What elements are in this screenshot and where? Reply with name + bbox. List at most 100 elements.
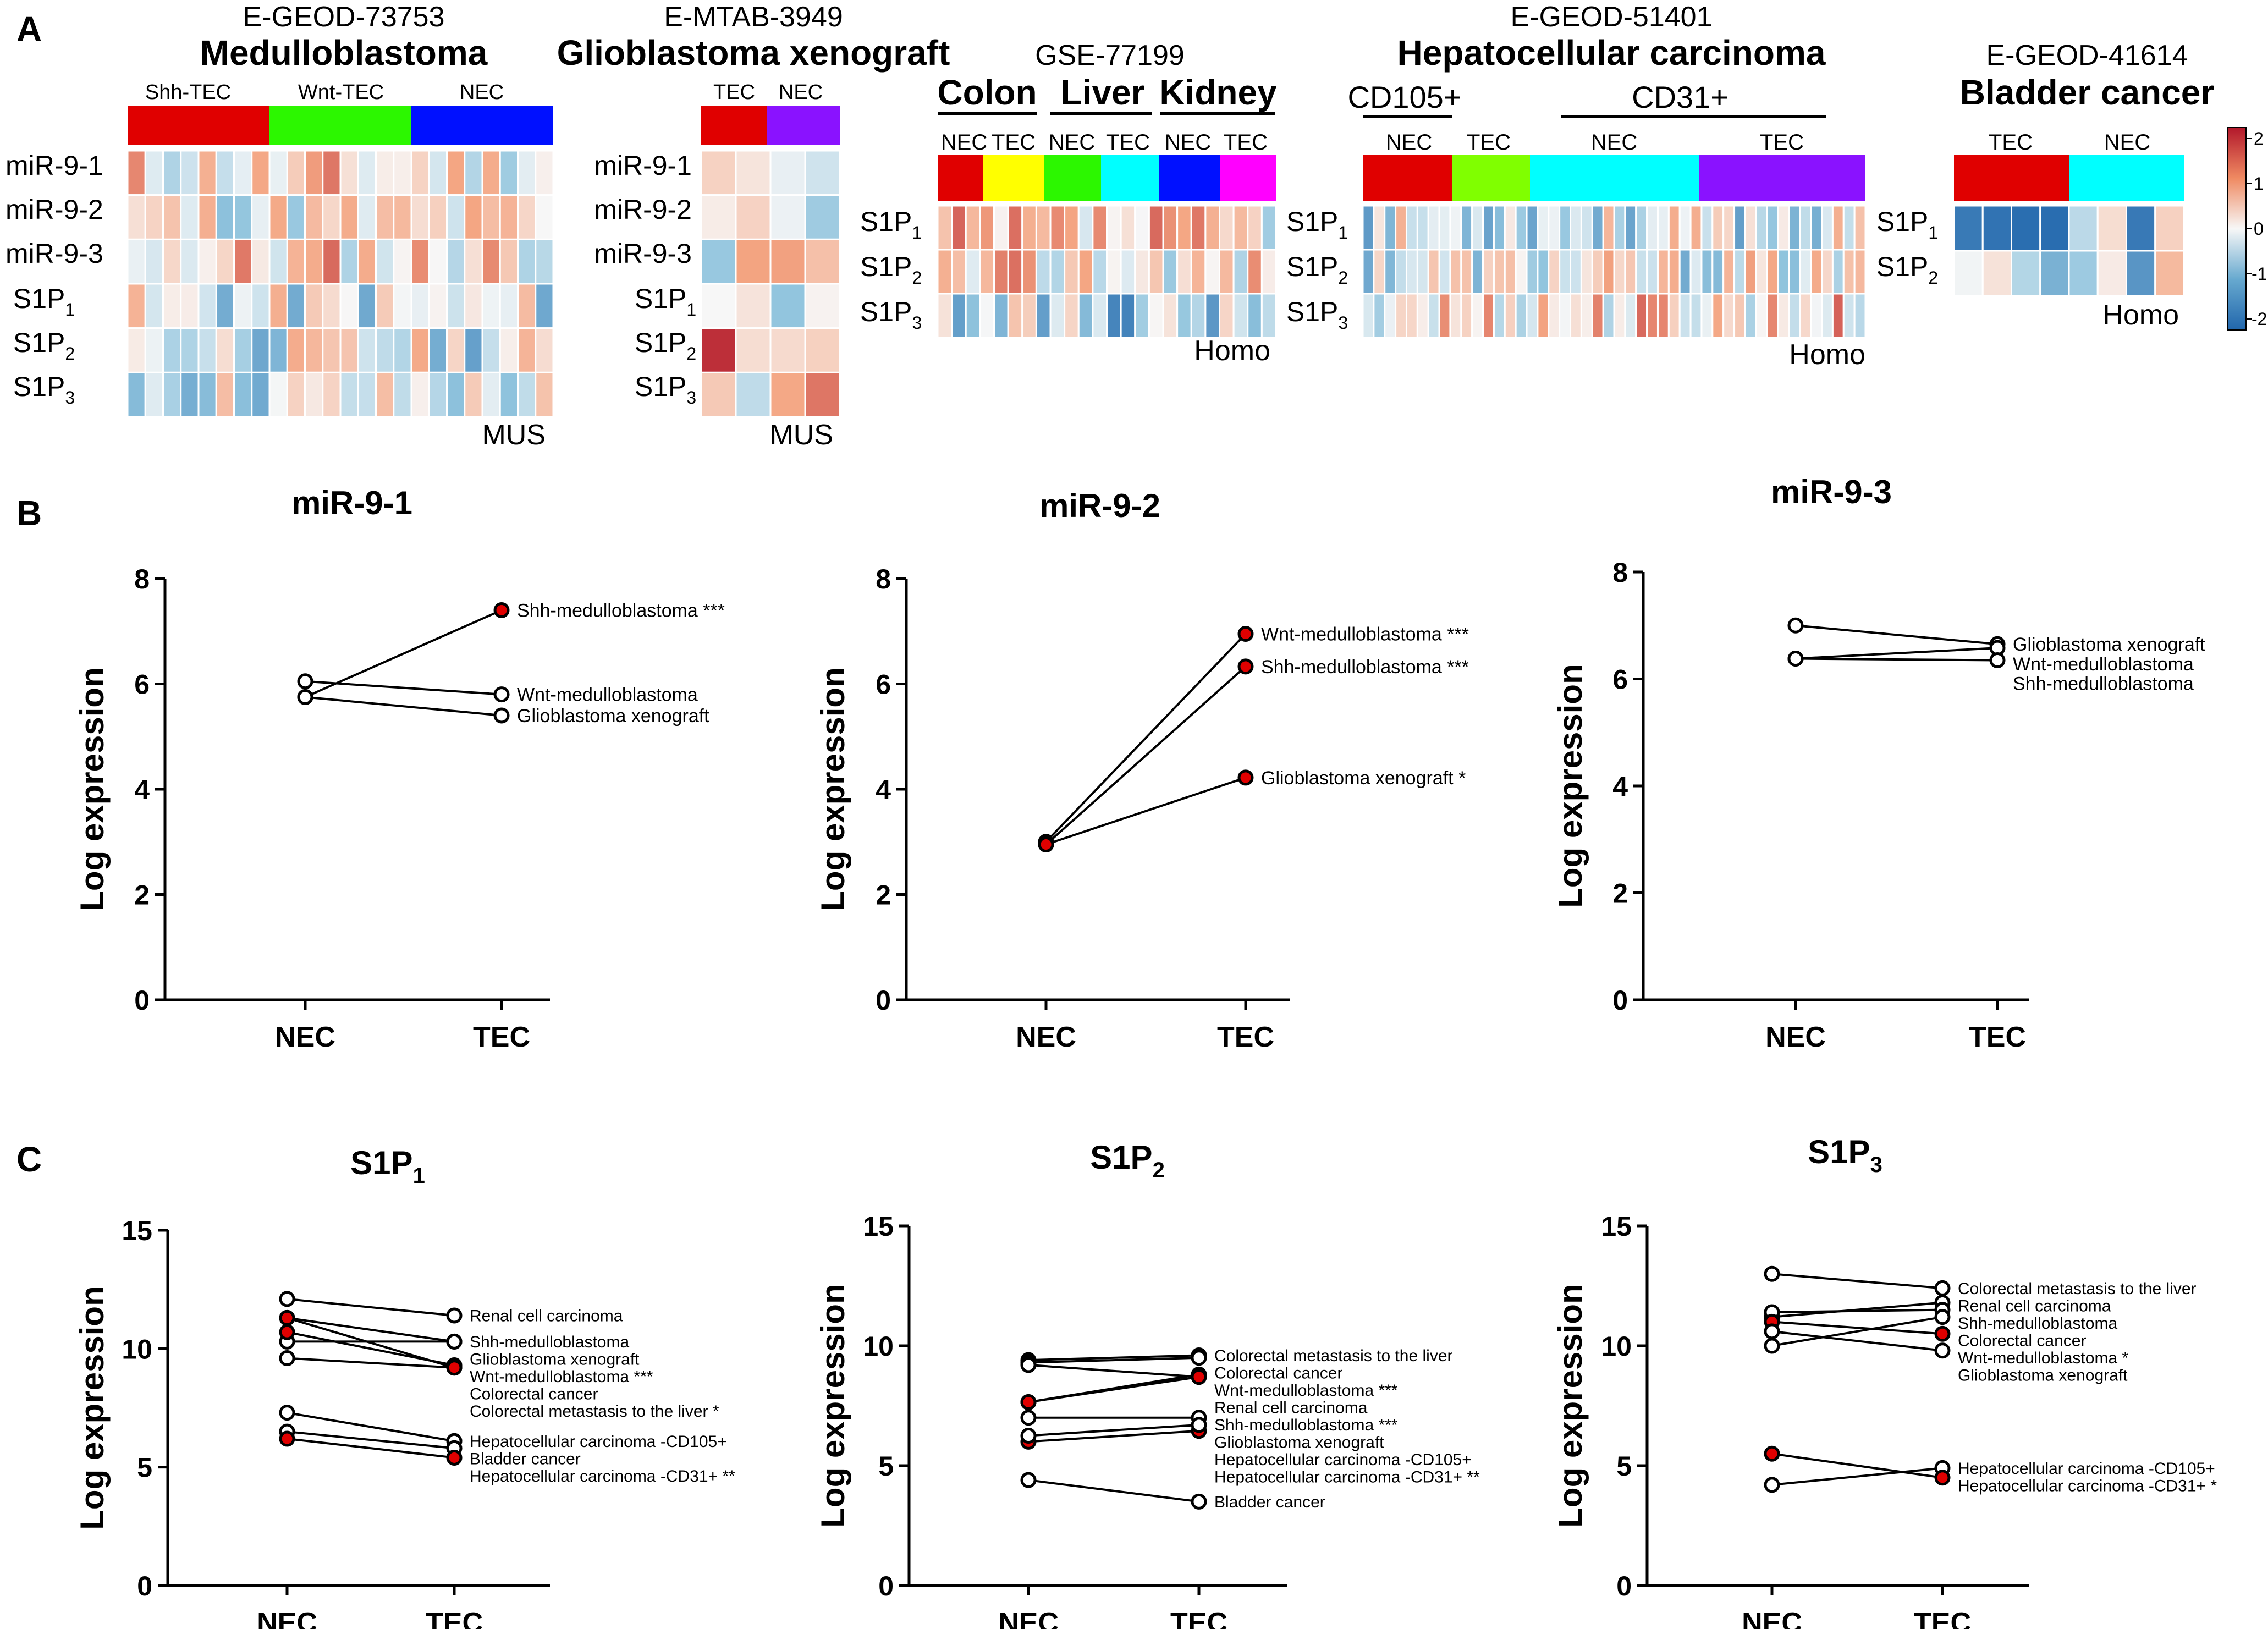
heatmap-cell [1035, 249, 1052, 295]
chart-mir-9-3: miR-9-3 0 2 4 6 8 NEC TEC Log expression Glioblas… [1552, 474, 2205, 1053]
x-tick-label: NEC [1742, 1607, 1802, 1629]
heatmap-cell [1777, 293, 1790, 339]
heatmap-cell [1788, 205, 1801, 251]
heatmap-cell [1580, 293, 1593, 339]
heatmap-cell [499, 150, 519, 196]
heatmap-cell [1416, 205, 1429, 251]
heatmap-cell [1438, 205, 1451, 251]
heatmap-cell [499, 371, 519, 418]
heatmap-cell [1755, 205, 1768, 251]
heatmap-cell [1504, 249, 1517, 295]
heatmap-cell [339, 283, 359, 329]
heatmap-cell [1162, 249, 1179, 295]
heatmap-cell [769, 150, 806, 196]
heatmap-cell [233, 194, 253, 240]
heatmap-cell [428, 327, 448, 373]
heatmap-cell [979, 249, 995, 295]
dataset-id: GSE-77199 [1035, 40, 1185, 71]
heatmap-cell [251, 238, 271, 285]
chart-title-subscript: 2 [1153, 1158, 1165, 1182]
heatmap-cell [1260, 293, 1277, 339]
heatmap-cell [1077, 249, 1094, 295]
dataset-title: Bladder cancer [1960, 73, 2214, 112]
chart-title-subscript: 1 [413, 1164, 425, 1188]
heatmap-cell [215, 327, 235, 373]
heatmap-cell [951, 249, 967, 295]
heatmap-cell [1134, 293, 1150, 339]
group-label: NEC [1049, 130, 1095, 155]
heatmap-cell [1591, 205, 1604, 251]
heatmap-cell [357, 150, 377, 196]
group-label: NEC [460, 81, 504, 104]
heatmap-cell [126, 283, 146, 329]
series-label: Glioblastoma xenograft [517, 706, 709, 727]
x-tick-label: NEC [1016, 1021, 1076, 1053]
heatmap-cell [1646, 293, 1659, 339]
heatmap-cell [535, 283, 554, 329]
series-line [1771, 1301, 1943, 1318]
heatmap-cell [1416, 249, 1429, 295]
heatmap-cell [339, 238, 359, 285]
series-line [287, 1357, 455, 1369]
heatmap-cell [1064, 293, 1080, 339]
heatmap-cell [535, 150, 554, 196]
series-label: Shh-medulloblastoma *** [1214, 1416, 1398, 1434]
heatmap-glioblastoma: E-MTAB-3949 Glioblastoma xenograft TEC N… [557, 1, 950, 451]
heatmap-cell [180, 371, 200, 418]
panel-a-letter: A [16, 9, 42, 49]
series-label: Glioblastoma xenograft [2013, 634, 2205, 655]
heatmap-cell [1700, 249, 1714, 295]
heatmap-cell [1526, 249, 1539, 295]
heatmap-cell [2068, 250, 2099, 297]
series-label: Hepatocellular carcinoma -CD105+ [1214, 1451, 1472, 1469]
heatmap-cell [1247, 205, 1263, 251]
heatmap-cell [1449, 293, 1462, 339]
heatmap-cell [1373, 249, 1386, 295]
row-label: S1P1 [1876, 206, 1938, 243]
heatmap-cell [215, 194, 235, 240]
heatmap-cell [286, 194, 306, 240]
heatmap-cell [410, 327, 430, 373]
row-label: miR-9-3 [594, 238, 692, 269]
heatmap-cell [735, 194, 772, 240]
heatmap-cell [233, 327, 253, 373]
heatmap-cell [375, 283, 395, 329]
heatmap-cell [769, 371, 806, 418]
data-point [279, 1291, 295, 1307]
row-label: S1P1 [1286, 206, 1348, 243]
heatmap-cell [304, 371, 324, 418]
heatmap-cell [1007, 205, 1023, 251]
series-line [1045, 633, 1247, 843]
x-tick-label: TEC [1914, 1607, 1971, 1629]
heatmap-cell [286, 327, 306, 373]
heatmap-cell [1559, 293, 1572, 339]
data-point [1020, 1357, 1037, 1373]
heatmap-cell [126, 371, 146, 418]
heatmap-cell [1755, 293, 1768, 339]
heatmap-cell [1733, 293, 1746, 339]
heatmap-cell [304, 327, 324, 373]
heatmap-cell [162, 238, 182, 285]
heatmap-cell [1007, 293, 1023, 339]
heatmap-cell [2096, 205, 2127, 252]
y-tick-label: 8 [876, 564, 891, 595]
heatmap-cell [410, 150, 430, 196]
heatmap-cell [322, 194, 342, 240]
heatmap-cell [1471, 249, 1484, 295]
heatmap-cell [804, 194, 841, 240]
heatmap-cell [1656, 205, 1670, 251]
heatmap-cell [1247, 293, 1263, 339]
heatmap-cell [393, 194, 412, 240]
y-tick-label: 0 [876, 985, 891, 1016]
heatmap-cell [1788, 249, 1801, 295]
heatmap-cell [965, 293, 981, 339]
y-tick-label: 0 [134, 985, 150, 1016]
row-label: S1P3 [635, 371, 696, 408]
chart-title: S1P1 [350, 1144, 425, 1188]
y-tick-label: 8 [1612, 557, 1628, 588]
data-point [1764, 1477, 1780, 1493]
group-bar [1530, 155, 1699, 201]
heatmap-cell [1722, 205, 1736, 251]
heatmap-cell [304, 150, 324, 196]
series-line [1045, 777, 1246, 846]
